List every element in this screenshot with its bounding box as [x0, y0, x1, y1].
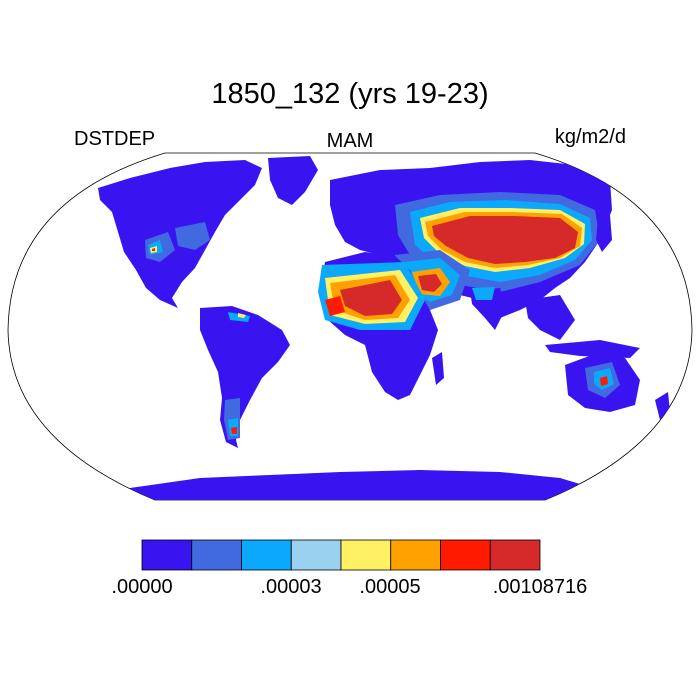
map-title: 1850_132 (yrs 19-23) — [211, 78, 489, 110]
colorbar-swatch — [340, 539, 392, 571]
variable-label: DSTDEP — [74, 128, 156, 150]
patagonia-dust3 — [231, 427, 237, 434]
colorbar-swatch — [241, 539, 292, 571]
land-areas — [98, 156, 670, 500]
colorbar-label: .00005 — [359, 576, 421, 598]
colorbar — [141, 539, 541, 571]
colorbar-swatch — [440, 539, 491, 571]
eurasia-dust-core — [432, 216, 578, 264]
greenland — [268, 156, 318, 205]
japan — [596, 215, 612, 252]
antarctica — [120, 470, 600, 500]
colorbar-swatch — [390, 539, 441, 571]
arabia-core — [418, 274, 442, 292]
colorbar-swatch — [290, 539, 342, 571]
season-label: MAM — [326, 130, 374, 152]
se-asia — [525, 295, 575, 340]
sahara-core — [340, 280, 402, 316]
na-central — [175, 222, 210, 250]
south-america — [200, 306, 290, 448]
colorbar-swatch — [141, 539, 193, 571]
madagascar — [432, 352, 444, 385]
australia-dust3 — [600, 376, 608, 386]
colorbar-swatch — [191, 539, 242, 571]
sa-north-dust2 — [238, 313, 246, 318]
colorbar-swatch — [489, 539, 541, 571]
units-label: kg/m2/d — [554, 126, 626, 148]
na-west-dust4 — [152, 248, 155, 251]
india-dust — [472, 287, 495, 300]
sahara-west — [325, 296, 345, 316]
indonesia — [545, 340, 640, 358]
colorbar-label: .00003 — [260, 576, 322, 598]
colorbar-label: .00108716 — [492, 576, 588, 598]
colorbar-label: .00000 — [111, 576, 173, 598]
